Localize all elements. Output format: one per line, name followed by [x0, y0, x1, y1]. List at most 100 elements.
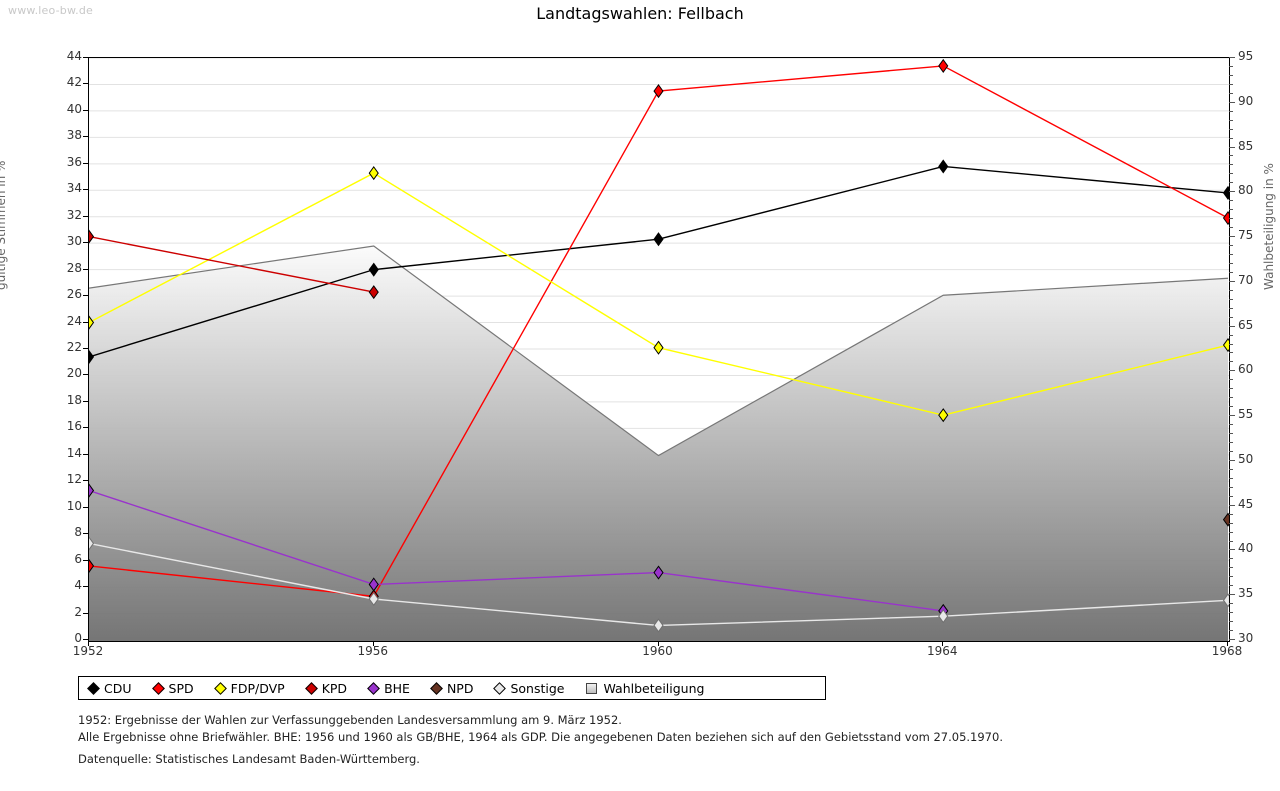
right-tick-mark-minor — [1229, 424, 1233, 426]
legend-item-bhe[interactable]: BHE — [367, 680, 410, 696]
legend-label: CDU — [104, 680, 132, 696]
left-tick-label: 10 — [66, 498, 82, 513]
right-tick-label: 70 — [1238, 272, 1254, 287]
left-tick-mark — [83, 453, 88, 455]
right-tick-mark-minor — [1229, 495, 1233, 497]
right-tick-mark-minor — [1229, 245, 1233, 247]
x-tick-label: 1956 — [357, 644, 389, 658]
chart-svg — [89, 58, 1229, 641]
right-tick-label: 95 — [1238, 49, 1254, 63]
right-tick-mark-major — [1229, 504, 1235, 506]
right-tick-mark-minor — [1229, 352, 1233, 354]
left-tick-mark — [83, 586, 88, 588]
legend-item-npd[interactable]: NPD — [430, 681, 473, 696]
left-tick-mark — [83, 506, 88, 508]
right-tick-mark-minor — [1229, 289, 1233, 291]
right-tick-mark-minor — [1229, 540, 1233, 542]
x-tick-label: 1960 — [642, 644, 673, 658]
legend-label: FDP/DVP — [230, 680, 285, 696]
left-tick-label: 42 — [66, 75, 82, 90]
legend-label: KPD — [321, 680, 348, 696]
data-point-marker — [1222, 593, 1229, 608]
right-tick-mark-minor — [1229, 334, 1233, 336]
left-tick-label: 36 — [66, 154, 82, 169]
right-tick-mark-minor — [1229, 603, 1233, 605]
data-point-marker — [653, 618, 664, 633]
right-tick-mark-minor — [1229, 531, 1233, 533]
right-tick-mark-minor — [1229, 74, 1233, 76]
legend-item-wahlbeteiligung[interactable]: Wahlbeteiligung — [586, 681, 704, 696]
data-point-marker — [89, 229, 95, 244]
left-tick-label: 12 — [66, 472, 82, 487]
data-point-marker — [938, 408, 949, 423]
right-tick-mark-major — [1229, 146, 1235, 148]
left-tick-label: 44 — [66, 49, 82, 63]
data-point-marker — [89, 536, 95, 551]
left-tick-mark — [83, 242, 88, 244]
left-tick-mark — [83, 162, 88, 164]
data-point-marker — [1222, 210, 1229, 226]
x-tick-mark — [1227, 641, 1228, 646]
data-source-note: Datenquelle: Statistisches Landesamt Bad… — [78, 752, 420, 766]
legend-label: Wahlbeteiligung — [603, 680, 705, 696]
right-tick-mark-minor — [1229, 442, 1233, 443]
left-tick-mark — [83, 109, 88, 111]
right-tick-label: 85 — [1238, 138, 1254, 153]
left-tick-label: 34 — [66, 181, 82, 196]
legend-diamond-icon — [493, 681, 507, 695]
left-tick-mark — [83, 480, 88, 482]
legend-diamond-icon — [151, 681, 165, 695]
right-tick-mark-minor — [1229, 612, 1233, 614]
legend-label: BHE — [384, 680, 410, 696]
right-tick-mark-minor — [1229, 83, 1233, 85]
left-tick-label: 22 — [66, 340, 82, 354]
right-tick-mark-minor — [1229, 343, 1233, 345]
right-tick-label: 75 — [1238, 228, 1254, 243]
right-tick-mark-major — [1229, 639, 1235, 640]
right-tick-mark-minor — [1229, 155, 1233, 157]
right-tick-mark-minor — [1229, 271, 1233, 273]
left-tick-mark — [83, 136, 88, 138]
wahlbeteiligung-line — [89, 245, 1229, 457]
right-tick-mark-major — [1229, 236, 1235, 238]
right-tick-label: 55 — [1238, 407, 1254, 422]
right-tick-label: 35 — [1238, 586, 1254, 601]
right-tick-mark-minor — [1229, 450, 1233, 452]
data-point-marker — [1222, 337, 1229, 353]
legend-item-fdpdvp[interactable]: FDP/DVP — [213, 680, 285, 696]
data-point-marker — [653, 232, 664, 247]
left-tick-label: 16 — [66, 419, 82, 434]
legend-diamond-icon — [367, 681, 380, 695]
chart-legend: CDU SPD FDP/DVP KPD BHE NPD Sonstige Wahlbeteil… — [78, 676, 826, 700]
left-tick-label: 24 — [66, 313, 82, 328]
right-tick-mark-minor — [1229, 585, 1233, 587]
x-tick-mark — [88, 641, 89, 646]
left-tick-label: 18 — [66, 392, 82, 407]
right-axis-title: Wahlbeteiligung in % — [1262, 163, 1276, 290]
legend-item-sonstige[interactable]: Sonstige — [493, 681, 564, 696]
right-tick-mark-minor — [1229, 200, 1233, 202]
right-tick-mark-minor — [1229, 379, 1233, 381]
x-tick-mark — [657, 641, 659, 646]
right-tick-mark-minor — [1229, 128, 1233, 130]
legend-item-kpd[interactable]: KPD — [304, 680, 348, 696]
right-tick-mark-minor — [1229, 209, 1233, 211]
legend-item-spd[interactable]: SPD — [151, 681, 194, 696]
left-tick-mark — [83, 321, 88, 323]
left-tick-mark — [83, 295, 88, 297]
left-tick-mark — [83, 57, 88, 58]
left-tick-label: 40 — [66, 101, 82, 116]
right-tick-mark-major — [1229, 370, 1235, 372]
left-tick-mark — [83, 348, 88, 349]
left-tick-mark — [83, 189, 88, 191]
right-tick-label: 65 — [1238, 317, 1254, 332]
right-tick-label: 60 — [1238, 362, 1254, 377]
legend-item-cdu[interactable]: CDU — [87, 680, 132, 696]
right-tick-mark-minor — [1229, 522, 1233, 524]
data-point-marker — [653, 565, 664, 580]
right-tick-label: 50 — [1238, 451, 1254, 466]
x-tick-mark — [372, 641, 374, 646]
data-point-marker — [938, 609, 949, 624]
legend-square-icon — [586, 682, 598, 694]
right-tick-mark-minor — [1229, 110, 1233, 112]
